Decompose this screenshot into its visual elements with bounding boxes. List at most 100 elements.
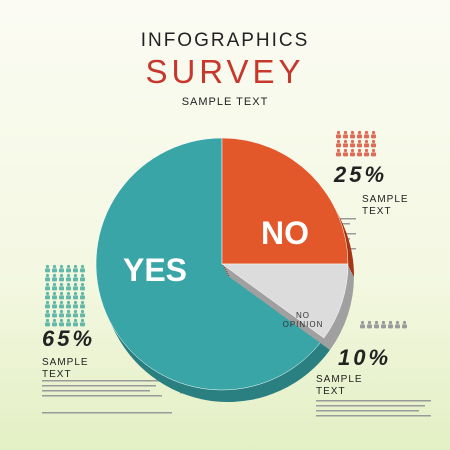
person-icon (374, 324, 379, 329)
note-text: SAMPLE TEXT (42, 357, 89, 380)
person-icon (66, 309, 71, 314)
person-icon (80, 286, 85, 291)
person-icon (371, 143, 376, 148)
person-icon (343, 148, 348, 153)
person-icon (59, 291, 64, 296)
person-icon (367, 324, 372, 329)
person-icon (350, 134, 355, 139)
person-icon (80, 268, 85, 273)
person-icon (371, 152, 376, 157)
person-icon (59, 318, 64, 323)
person-icon (80, 277, 85, 282)
person-icon (45, 277, 50, 282)
pie-slice (221, 263, 354, 351)
person-icon (364, 152, 369, 157)
person-icon (357, 152, 362, 157)
person-icon (59, 268, 64, 273)
person-icon (381, 320, 386, 325)
person-icon (343, 134, 348, 139)
person-icon (45, 291, 50, 296)
person-icon (80, 282, 85, 287)
person-icon (66, 300, 71, 305)
person-icon (45, 322, 50, 327)
person-icon (364, 139, 369, 144)
person-icon (45, 282, 50, 287)
person-icon (52, 277, 57, 282)
person-icon (73, 268, 78, 273)
person-icon (350, 152, 355, 157)
person-icon (336, 143, 341, 148)
person-icon (371, 148, 376, 153)
person-icon (374, 320, 379, 325)
person-icon (52, 282, 57, 287)
person-icon (52, 300, 57, 305)
person-icon (80, 304, 85, 309)
value-label: 10% (338, 345, 392, 370)
person-icon (45, 304, 50, 309)
filler-line (316, 415, 431, 417)
chart-title: INFOGRAPHICS (140, 30, 310, 51)
caption: SAMPLE TEXT (181, 96, 269, 108)
person-icon (360, 324, 365, 329)
slice-label: NO (261, 215, 309, 251)
person-icon (73, 282, 78, 287)
person-icon (357, 143, 362, 148)
person-icon (73, 277, 78, 282)
person-icon (80, 273, 85, 278)
person-icon (45, 309, 50, 314)
person-icon (73, 300, 78, 305)
person-icon (364, 130, 369, 135)
person-icon (371, 139, 376, 144)
person-icon (395, 320, 400, 325)
filler-line (42, 380, 162, 382)
person-icon (59, 286, 64, 291)
person-icon (73, 304, 78, 309)
person-icon (80, 309, 85, 314)
person-icon (59, 282, 64, 287)
filler-line (42, 395, 162, 397)
person-icon (45, 295, 50, 300)
person-icon (395, 324, 400, 329)
person-icon (66, 291, 71, 296)
person-icon (336, 148, 341, 153)
person-icon (73, 291, 78, 296)
filler-line (316, 400, 431, 402)
person-icon (66, 322, 71, 327)
filler-line (42, 385, 156, 387)
person-icon (80, 291, 85, 296)
person-icon (52, 264, 57, 269)
person-icon (388, 324, 393, 329)
person-icon (66, 318, 71, 323)
person-icon (357, 130, 362, 135)
person-icon (45, 286, 50, 291)
person-icon (336, 139, 341, 144)
filler-line (316, 410, 419, 412)
person-icon (52, 295, 57, 300)
person-icon (52, 313, 57, 318)
value-label: 65% (42, 326, 96, 351)
person-icon (45, 313, 50, 318)
person-icon (59, 273, 64, 278)
person-icon (343, 143, 348, 148)
slice-top (95, 137, 325, 391)
person-icon (80, 300, 85, 305)
person-icon (66, 313, 71, 318)
person-icon (350, 143, 355, 148)
person-icon (80, 295, 85, 300)
person-icon (343, 130, 348, 135)
person-icon (59, 309, 64, 314)
person-icon (73, 322, 78, 327)
person-icon (52, 322, 57, 327)
person-icon (52, 268, 57, 273)
person-icon (364, 143, 369, 148)
pie-slice (221, 137, 354, 276)
person-icon (59, 304, 64, 309)
filler-line (42, 390, 150, 392)
person-icon (59, 300, 64, 305)
person-icon (73, 309, 78, 314)
person-icon (402, 324, 407, 329)
filler-line (42, 412, 172, 414)
person-icon (52, 309, 57, 314)
person-icon (73, 273, 78, 278)
